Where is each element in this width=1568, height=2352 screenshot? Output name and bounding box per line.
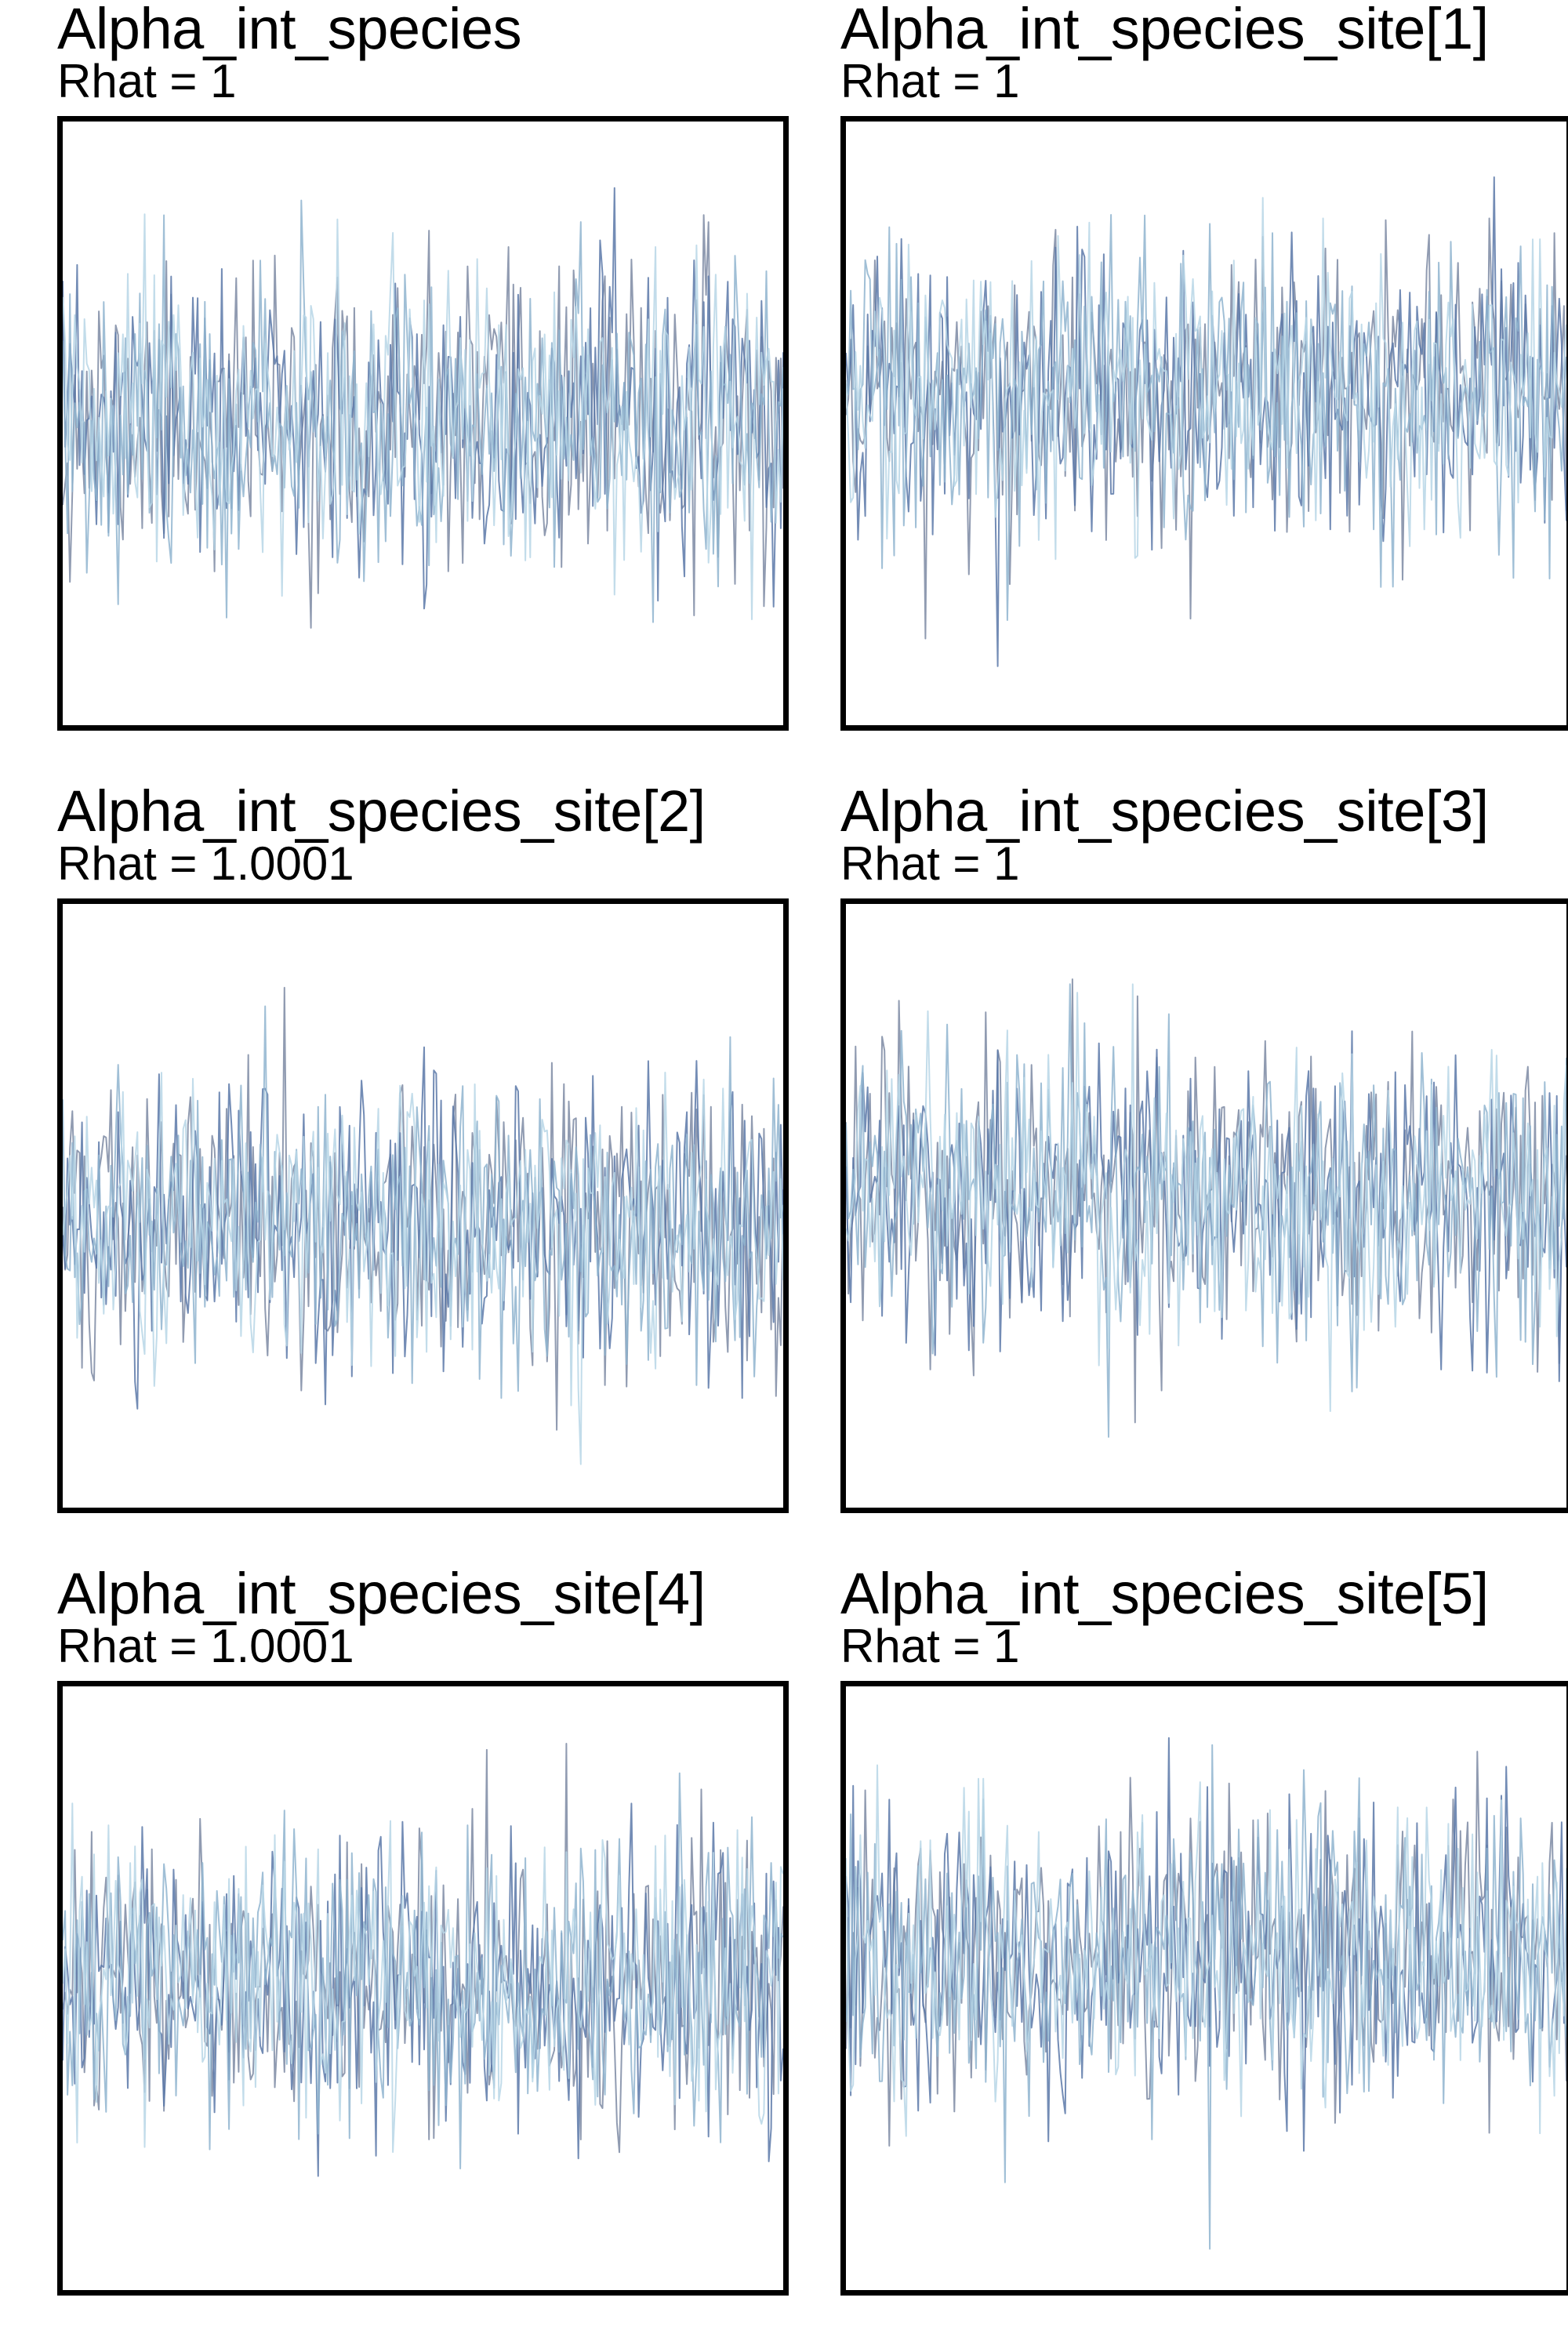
trace-plot (63, 1743, 783, 2177)
trace-panel-1: Alpha_int_species Rhat = 1 (57, 0, 790, 753)
trace-plot (846, 978, 1566, 1438)
chain-3-trace-line (846, 214, 1566, 621)
panel-title: Alpha_int_species_site[2] (57, 779, 706, 844)
trace-plot (63, 187, 783, 629)
chain-3-trace-line (846, 983, 1566, 1438)
chain-2-trace-line (63, 1046, 783, 1410)
panel-title: Alpha_int_species_site[3] (840, 779, 1489, 844)
trace-panel-3: Alpha_int_species_site[2] Rhat = 1.0001 (57, 782, 790, 1535)
chain-4-trace-line (846, 197, 1566, 561)
trace-plot (846, 176, 1566, 667)
trace-panel-4: Alpha_int_species_site[3] Rhat = 1 (840, 782, 1568, 1535)
chain-3-trace-line (63, 199, 783, 623)
chain-4-trace-line (846, 983, 1566, 1412)
trace-plot (846, 1737, 1566, 2250)
trace-plot (63, 986, 783, 1465)
trace-panel-2: Alpha_int_species_site[1] Rhat = 1 (840, 0, 1568, 753)
panel-title: Alpha_int_species (57, 0, 522, 61)
chain-4-trace-line (63, 1072, 783, 1465)
rhat-label: Rhat = 1.0001 (57, 837, 354, 890)
rhat-label: Rhat = 1.0001 (57, 1620, 354, 1672)
chain-2-trace-line (63, 1802, 783, 2177)
panel-title: Alpha_int_species_site[1] (840, 0, 1489, 61)
rhat-label: Rhat = 1 (840, 837, 1020, 890)
trace-plot-area (57, 898, 789, 1513)
trace-plot-area (840, 116, 1568, 731)
chain-4-trace-line (63, 1802, 783, 2153)
chain-4-trace-line (63, 213, 783, 620)
trace-plot-area (57, 116, 789, 731)
trace-panel-5: Alpha_int_species_site[4] Rhat = 1.0001 (57, 1565, 790, 2318)
rhat-label: Rhat = 1 (57, 55, 237, 107)
rhat-label: Rhat = 1 (840, 55, 1020, 107)
trace-panel-6: Alpha_int_species_site[5] Rhat = 1 (840, 1565, 1568, 2318)
trace-plot-area (840, 1681, 1568, 2296)
trace-plot-area (57, 1681, 789, 2296)
trace-plot-area (840, 898, 1568, 1513)
panel-title: Alpha_int_species_site[4] (57, 1561, 706, 1626)
rhat-label: Rhat = 1 (840, 1620, 1020, 1672)
panel-title: Alpha_int_species_site[5] (840, 1561, 1489, 1626)
chain-4-trace-line (846, 1764, 1566, 2137)
